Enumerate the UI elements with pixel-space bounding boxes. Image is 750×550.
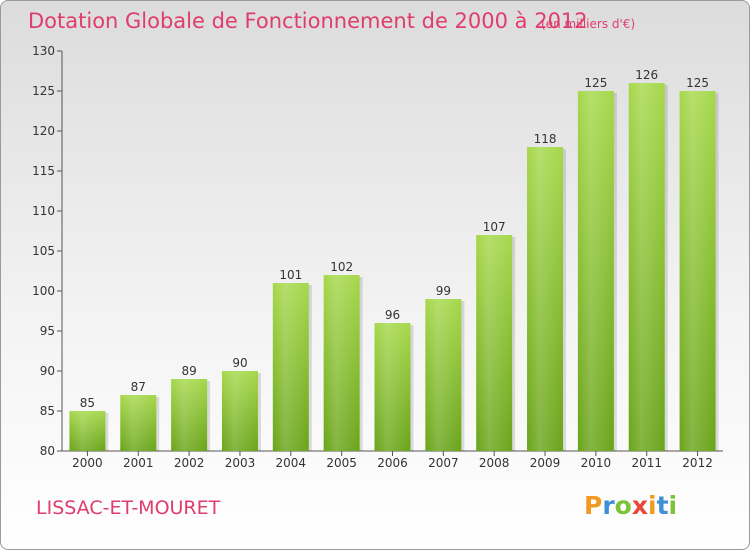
x-tick-label: 2000 (72, 456, 103, 470)
bar-highlight (120, 395, 157, 451)
data-label-2008: 107 (483, 220, 506, 234)
x-tick-label: 2005 (326, 456, 357, 470)
data-label-2003: 90 (232, 356, 247, 370)
data-label-2011: 126 (635, 68, 658, 82)
commune-name: LISSAC-ET-MOURET (36, 497, 221, 519)
x-tick-label: 2002 (174, 456, 205, 470)
y-tick-label: 105 (32, 244, 55, 258)
y-tick-label: 110 (32, 204, 55, 218)
data-label-2012: 125 (686, 76, 709, 90)
data-label-2004: 101 (279, 268, 302, 282)
data-label-2000: 85 (80, 396, 95, 410)
y-tick-label: 115 (32, 164, 55, 178)
x-tick-label: 2012 (682, 456, 713, 470)
y-tick-label: 100 (32, 284, 55, 298)
bar-highlight (221, 371, 258, 451)
x-tick-label: 2010 (581, 456, 612, 470)
y-tick-label: 90 (40, 364, 55, 378)
bar-chart: 80 85 90 95 100 105 110 115 120 125 130 85 2000 87 20… (32, 44, 723, 470)
y-tick-label: 120 (32, 124, 55, 138)
bar-highlight (628, 83, 665, 451)
x-tick-label: 2008 (479, 456, 510, 470)
labels: 85 2000 87 2001 89 2002 90 2003 101 2004 102 2005 96… (72, 68, 713, 470)
bar-highlight (374, 323, 411, 451)
data-label-2010: 125 (584, 76, 607, 90)
bar-highlight (323, 275, 360, 451)
axes: 80 85 90 95 100 105 110 115 120 125 130 (32, 44, 723, 458)
x-tick-label: 2004 (276, 456, 307, 470)
y-tick-label: 125 (32, 84, 55, 98)
y-tick-label: 85 (40, 404, 55, 418)
bar-highlight (679, 91, 716, 451)
bar-highlight (425, 299, 462, 451)
bar-highlight (272, 283, 309, 451)
x-tick-label: 2006 (377, 456, 408, 470)
y-tick-label: 95 (40, 324, 55, 338)
chart-subtitle: (en milliers d'€) (541, 17, 636, 31)
bar-highlight (527, 147, 564, 451)
y-tick-label: 80 (40, 444, 55, 458)
data-label-2006: 96 (385, 308, 400, 322)
bar-highlight (476, 235, 513, 451)
bar-highlight (69, 411, 106, 451)
data-label-2009: 118 (534, 132, 557, 146)
x-tick-label: 2001 (123, 456, 154, 470)
data-label-2007: 99 (436, 284, 451, 298)
x-tick-label: 2003 (225, 456, 256, 470)
x-tick-label: 2009 (530, 456, 561, 470)
data-label-2005: 102 (330, 260, 353, 274)
bar-highlight (577, 91, 614, 451)
x-tick-label: 2007 (428, 456, 459, 470)
bar-highlight (171, 379, 208, 451)
chart-title: Dotation Globale de Fonctionnement de 20… (28, 9, 588, 33)
data-label-2002: 89 (181, 364, 196, 378)
x-tick-label: 2011 (631, 456, 662, 470)
y-tick-label: 130 (32, 44, 55, 58)
proxiti-logo: Proxiti (584, 491, 678, 520)
bars (69, 83, 719, 451)
data-label-2001: 87 (131, 380, 146, 394)
